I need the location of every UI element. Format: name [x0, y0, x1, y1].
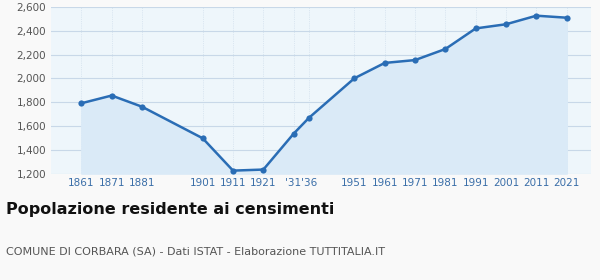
Point [350, 76, 359, 81]
Text: COMUNE DI CORBARA (SA) - Dati ISTAT - Elaborazione TUTTITALIA.IT: COMUNE DI CORBARA (SA) - Dati ISTAT - El… [6, 246, 385, 256]
Point [380, 61, 389, 65]
Point [289, 131, 298, 136]
Point [137, 104, 147, 109]
Point [440, 47, 450, 51]
Point [471, 26, 481, 31]
Point [228, 168, 238, 173]
Point [77, 101, 86, 106]
Point [410, 58, 420, 62]
Text: Popolazione residente ai censimenti: Popolazione residente ai censimenti [6, 202, 334, 217]
Point [198, 136, 208, 141]
Point [501, 22, 511, 27]
Point [107, 93, 116, 98]
Point [259, 167, 268, 172]
Point [304, 116, 314, 120]
Point [562, 15, 572, 20]
Point [532, 13, 541, 18]
